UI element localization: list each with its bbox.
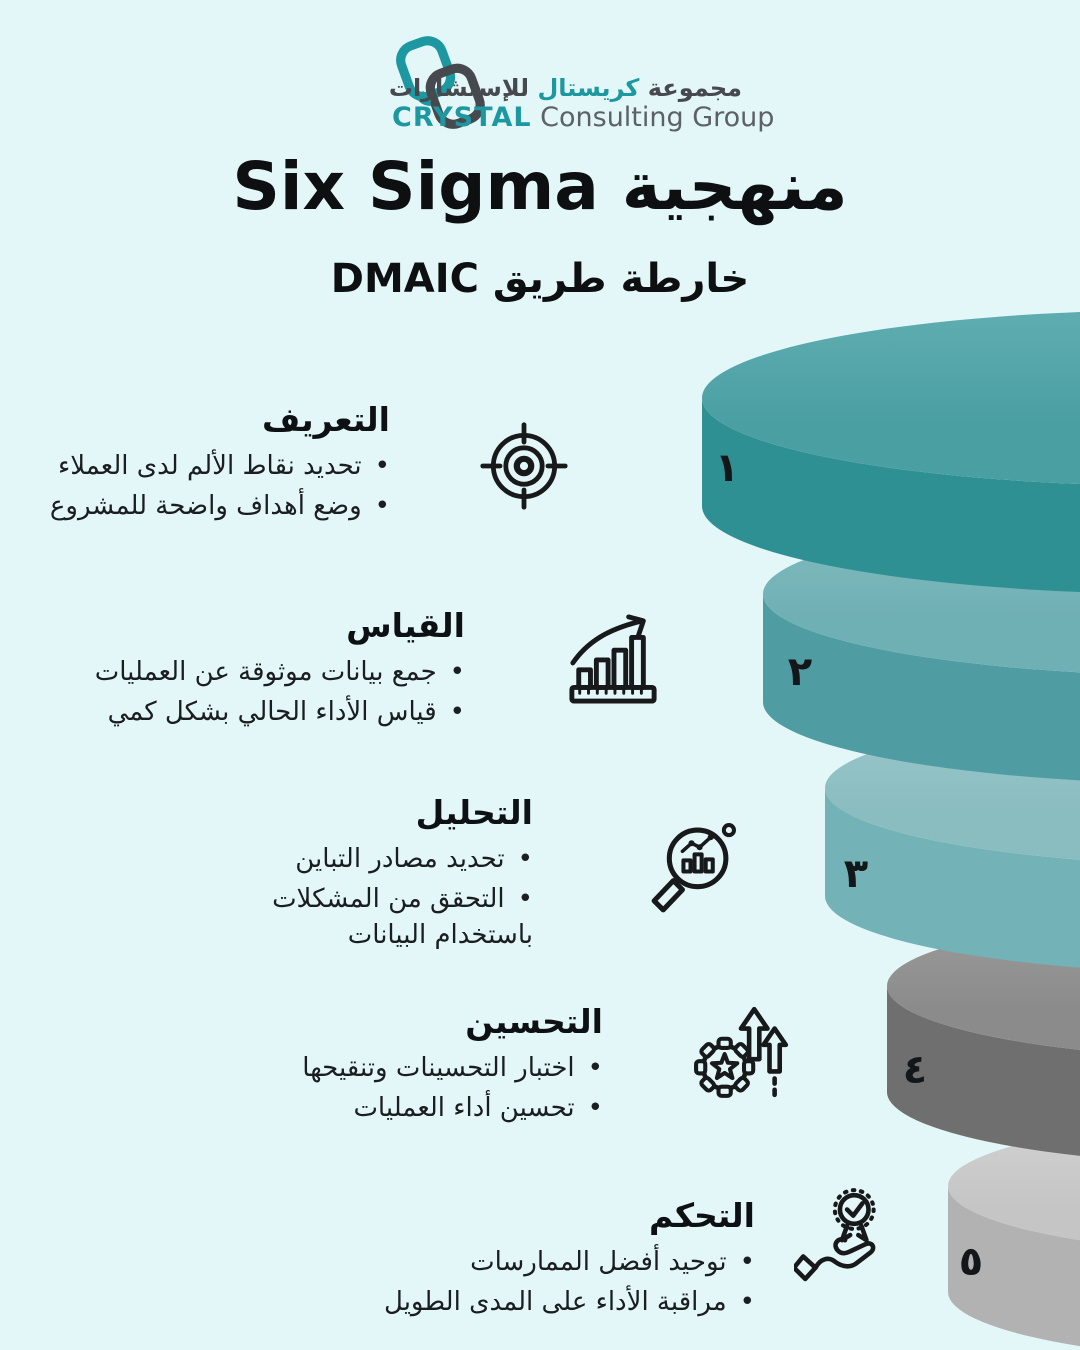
- logo-brand-suffix: Consulting Group: [531, 102, 775, 133]
- step-improve: التحسين اختبار التحسينات وتنقيحها تحسين …: [183, 1002, 603, 1131]
- step-bullet: قياس الأداء الحالي بشكل كمي: [45, 695, 465, 731]
- step-bullet: توحيد أفضل الممارسات: [315, 1245, 755, 1281]
- logo-latin-text: CRYSTAL Consulting Group: [392, 102, 774, 133]
- disc-1: [702, 312, 1080, 592]
- step-bullet: وضع أهداف واضحة للمشروع: [0, 489, 390, 525]
- disc-5: [948, 1131, 1080, 1347]
- step-number-3: ٣: [843, 851, 869, 897]
- step-bullets: اختبار التحسينات وتنقيحها تحسين أداء الع…: [183, 1051, 603, 1127]
- logo-arabic-pre: مجموعة: [639, 74, 742, 102]
- step-title: التحليل: [415, 793, 533, 832]
- step-title: القياس: [346, 606, 465, 645]
- page-subtitle: خارطة طريق DMAIC: [330, 256, 750, 302]
- step-title: التحكم: [648, 1196, 755, 1235]
- magnifier-analytics-icon: [651, 823, 736, 913]
- logo-arabic-text: مجموعة كريستال للإستشارات: [389, 74, 742, 102]
- page-title: منهجية Six Sigma: [232, 148, 848, 225]
- step-bullets: تحديد نقاط الألم لدى العملاء وضع أهداف و…: [0, 449, 390, 525]
- logo-arabic-post: للإستشارات: [388, 74, 538, 102]
- target-icon: [480, 422, 568, 510]
- crystal-logo-mark-icon: [396, 36, 485, 129]
- step-title: التعريف: [261, 400, 390, 439]
- bar-chart-growth-icon: [569, 614, 657, 704]
- step-bullet: التحقق من المشكلات باستخدام البيانات: [199, 882, 533, 954]
- step-bullet: جمع بيانات موثوقة عن العمليات: [45, 655, 465, 691]
- step-bullet: تحديد مصادر التباين: [199, 842, 533, 878]
- step-bullet: تحديد نقاط الألم لدى العملاء: [0, 449, 390, 485]
- step-bullets: جمع بيانات موثوقة عن العمليات قياس الأدا…: [45, 655, 465, 731]
- logo-arabic-highlight: كريستال: [537, 74, 640, 102]
- step-bullets: تحديد مصادر التباين التحقق من المشكلات ب…: [199, 842, 533, 954]
- step-number-4: ٤: [902, 1047, 928, 1093]
- step-bullets: توحيد أفضل الممارسات مراقبة الأداء على ا…: [315, 1245, 755, 1321]
- step-number-2: ٢: [787, 649, 813, 695]
- step-number-5: ٥: [958, 1239, 984, 1285]
- gear-up-arrows-icon: [694, 1006, 789, 1101]
- step-number-1: ١: [714, 445, 740, 491]
- step-bullet: اختبار التحسينات وتنقيحها: [183, 1051, 603, 1087]
- step-define: التعريف تحديد نقاط الألم لدى العملاء وضع…: [0, 400, 390, 529]
- step-bullet: تحسين أداء العمليات: [183, 1091, 603, 1127]
- step-measure: القياس جمع بيانات موثوقة عن العمليات قيا…: [45, 606, 465, 735]
- step-control: التحكم توحيد أفضل الممارسات مراقبة الأدا…: [315, 1196, 755, 1325]
- step-analyze: التحليل تحديد مصادر التباين التحقق من ال…: [199, 793, 533, 958]
- step-title: التحسين: [465, 1002, 603, 1041]
- logo-brand-name: CRYSTAL: [392, 102, 532, 133]
- step-bullet: مراقبة الأداء على المدى الطويل: [315, 1285, 755, 1321]
- medal-in-hand-icon: [794, 1188, 876, 1282]
